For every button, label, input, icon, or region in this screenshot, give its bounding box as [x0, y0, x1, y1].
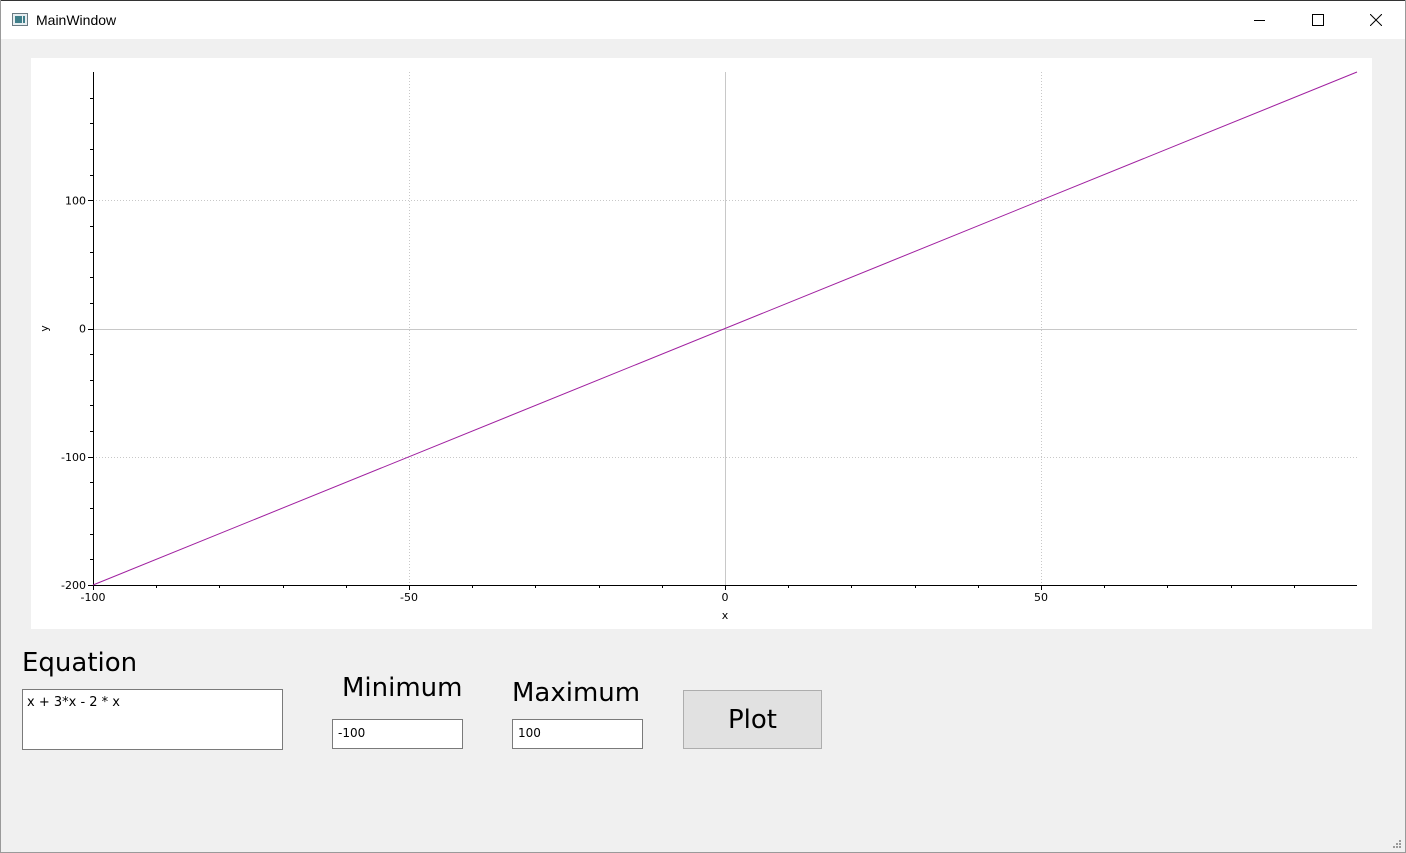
close-button[interactable]	[1347, 1, 1405, 39]
maximize-icon	[1312, 14, 1324, 26]
close-icon	[1370, 14, 1382, 26]
x-tick-label: -100	[81, 591, 106, 604]
window-title: MainWindow	[36, 12, 117, 28]
x-axis-label: x	[722, 609, 729, 622]
x-tick-label: 50	[1034, 591, 1048, 604]
y-tick-label: 0	[79, 323, 86, 336]
x-tick-label: -50	[400, 591, 418, 604]
minimum-input[interactable]: -100	[332, 719, 463, 749]
resize-grip-icon[interactable]	[1392, 839, 1402, 849]
maximum-input[interactable]: 100	[512, 719, 643, 749]
minimum-label: Minimum	[342, 673, 463, 703]
maximum-label: Maximum	[512, 678, 641, 708]
y-tick-label: -200	[61, 579, 86, 592]
equation-field[interactable]: x + 3*x - 2 * x	[22, 689, 283, 750]
equation-label: Equation	[22, 648, 138, 678]
title-bar[interactable]: MainWindow	[1, 0, 1405, 39]
minimize-button[interactable]	[1231, 1, 1289, 39]
y-tick-label: -100	[61, 451, 86, 464]
x-tick-label: 0	[722, 591, 729, 604]
plot-button[interactable]: Plot	[683, 690, 822, 749]
series-line	[92, 71, 1358, 586]
y-axis-label: y	[38, 325, 51, 332]
app-window-icon	[12, 13, 28, 26]
maximize-button[interactable]	[1289, 1, 1347, 39]
y-tick-label: 100	[65, 194, 86, 207]
minimize-icon	[1254, 20, 1265, 21]
plot-area[interactable]: -100 -50 0 50 -200 -100 0 100 x y	[31, 58, 1372, 629]
